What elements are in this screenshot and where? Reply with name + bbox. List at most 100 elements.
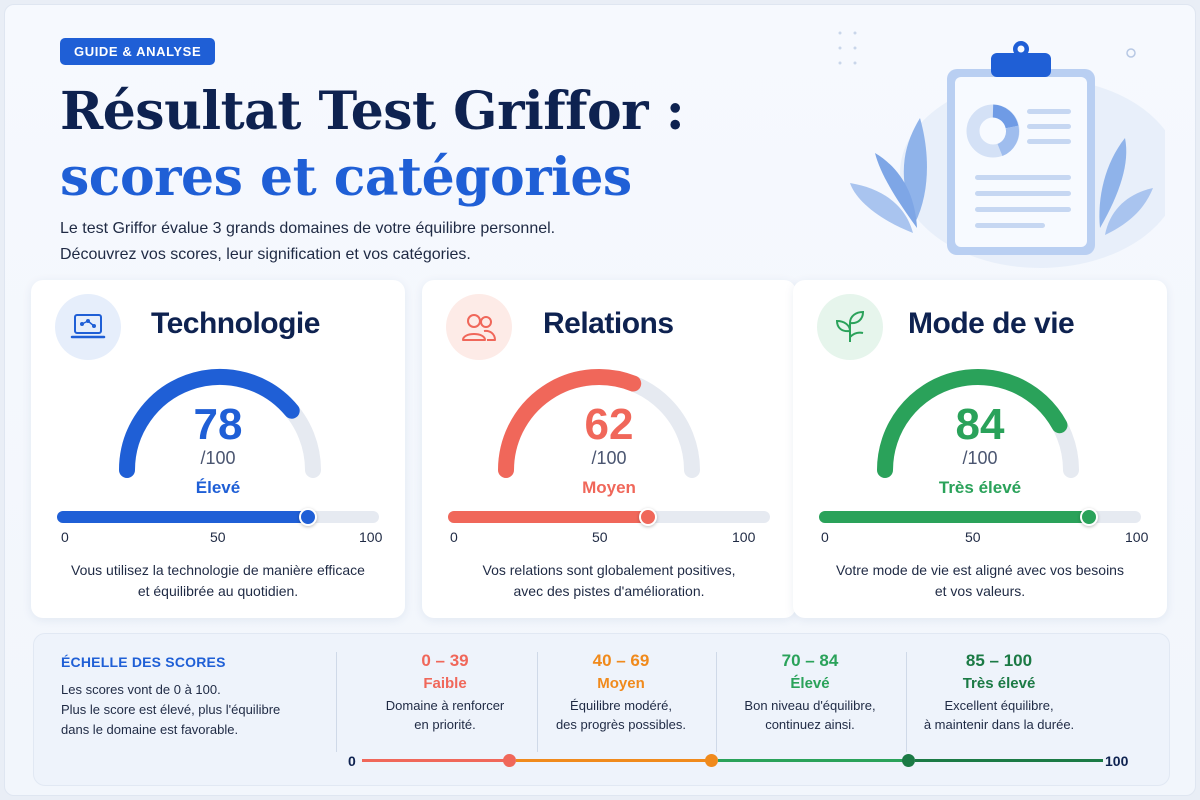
- scale-segment-moyen: [516, 759, 707, 762]
- tick-min: 0: [821, 529, 829, 545]
- range-description-line1: Domaine à renforcer: [385, 698, 505, 713]
- card-description-line1: Vos relations sont globalement positives…: [482, 562, 736, 578]
- scale-title: ÉCHELLE DES SCORES: [61, 654, 226, 670]
- tick-mid: 50: [210, 529, 226, 545]
- card-description: Vos relations sont globalement positives…: [422, 560, 796, 602]
- card-description-line1: Votre mode de vie est aligné avec vos be…: [836, 562, 1124, 578]
- score-category: Élevé: [195, 478, 241, 497]
- category-badge: GUIDE & ANALYSE: [60, 38, 216, 65]
- leaf-icon: [835, 310, 865, 342]
- laptop-network-icon: [70, 314, 106, 339]
- score-value: 62: [584, 400, 634, 449]
- card-icon-wrap: [817, 294, 883, 360]
- card-relations: Relations 62 /100 Moyen 0 50 100 Vos rel…: [422, 280, 796, 618]
- page-subtitle: Le test Griffor évalue 3 grands domaines…: [60, 216, 555, 268]
- score-category: Très élevé: [938, 478, 1022, 497]
- divider: [906, 652, 907, 752]
- subtitle-line1: Le test Griffor évalue 3 grands domaines…: [60, 220, 556, 237]
- card-description-line2: et vos valeurs.: [934, 583, 1026, 599]
- score-value: 78: [193, 400, 243, 449]
- scale-description-line3: dans le domaine est favorable.: [61, 722, 239, 737]
- card-description-line2: avec des pistes d'amélioration.: [513, 583, 705, 599]
- range-values: 40 – 69: [592, 651, 650, 670]
- dots-decoration: [838, 31, 857, 65]
- tick-min: 0: [450, 529, 458, 545]
- scale-marker: [503, 754, 516, 767]
- score-value: 84: [955, 400, 1005, 449]
- range-description-line2: continuez ainsi.: [765, 717, 855, 732]
- score-bar: [57, 508, 379, 526]
- scale-marker: [705, 754, 718, 767]
- card-mode-de-vie: Mode de vie 84 /100 Très élevé 0 50 100 …: [793, 280, 1167, 618]
- scale-range-moyen: 40 – 69 Moyen Équilibre modéré, des prog…: [526, 651, 716, 734]
- score-scale-panel: ÉCHELLE DES SCORES Les scores vont de 0 …: [33, 633, 1170, 786]
- score-gauge: [877, 369, 1079, 478]
- card-icon-wrap: [55, 294, 121, 360]
- score-max: /100: [200, 448, 236, 468]
- divider: [537, 652, 538, 752]
- divider: [716, 652, 717, 752]
- score-bar-knob: [1080, 508, 1099, 526]
- tick-mid: 50: [965, 529, 981, 545]
- page-title-line2: scores et catégories: [60, 147, 632, 208]
- range-label: Faible: [423, 675, 467, 692]
- score-bar-fill: [819, 511, 1090, 523]
- scale-description-line1: Les scores vont de 0 à 100.: [61, 682, 221, 697]
- tick-max: 100: [732, 529, 756, 545]
- infographic-page: GUIDE & ANALYSE Résultat Test Griffor : …: [4, 4, 1196, 796]
- scale-segment-eleve: [718, 759, 903, 762]
- range-description: Bon niveau d'équilibre, continuez ainsi.: [715, 696, 905, 734]
- score-bar: [819, 508, 1141, 526]
- range-description-line2: à maintenir dans la durée.: [923, 717, 1075, 732]
- card-description-line2: et équilibrée au quotidien.: [137, 583, 299, 599]
- range-label: Très élevé: [962, 675, 1036, 692]
- score-bar-knob: [299, 508, 318, 526]
- range-values: 85 – 100: [965, 651, 1033, 670]
- range-description: Équilibre modéré, des progrès possibles.: [526, 696, 716, 734]
- card-title: Relations: [543, 307, 674, 340]
- score-bar-fill: [448, 511, 648, 523]
- range-values: 70 – 84: [781, 651, 839, 670]
- range-description: Excellent équilibre, à maintenir dans la…: [904, 696, 1094, 734]
- card-title: Technologie: [151, 307, 320, 340]
- card-description-line1: Vous utilisez la technologie de manière …: [71, 562, 365, 578]
- range-values: 0 – 39: [421, 651, 469, 670]
- scale-start-label: 0: [348, 753, 356, 769]
- people-icon: [462, 314, 496, 341]
- scale-range-tres-eleve: 85 – 100 Très élevé Excellent équilibre,…: [904, 651, 1094, 734]
- score-max: /100: [591, 448, 627, 468]
- score-category: Moyen: [582, 478, 636, 497]
- scale-description: Les scores vont de 0 à 100. Plus le scor…: [61, 680, 321, 740]
- card-title: Mode de vie: [908, 307, 1075, 340]
- range-description-line1: Équilibre modéré,: [570, 698, 672, 713]
- score-gauge: [498, 369, 700, 478]
- range-description-line1: Excellent équilibre,: [944, 698, 1054, 713]
- scale-end-label: 100: [1105, 753, 1129, 769]
- tick-min: 0: [61, 529, 69, 545]
- score-bar: [448, 508, 770, 526]
- range-label: Moyen: [597, 675, 645, 692]
- card-technologie: Technologie 78 /100 Élevé 0 50 100 Vous …: [31, 280, 405, 618]
- range-description: Domaine à renforcer en priorité.: [350, 696, 540, 734]
- score-bar-knob: [638, 508, 657, 526]
- scale-marker: [902, 754, 915, 767]
- scale-range-faible: 0 – 39 Faible Domaine à renforcer en pri…: [350, 651, 540, 734]
- range-description-line2: des progrès possibles.: [555, 717, 687, 732]
- score-max: /100: [962, 448, 998, 468]
- page-title-line1: Résultat Test Griffor :: [60, 81, 685, 142]
- tick-max: 100: [1125, 529, 1149, 545]
- score-bar-fill: [57, 511, 309, 523]
- range-label: Élevé: [790, 675, 830, 692]
- scale-range-eleve: 70 – 84 Élevé Bon niveau d'équilibre, co…: [715, 651, 905, 734]
- clipboard-illustration: [838, 31, 1165, 268]
- divider: [336, 652, 337, 752]
- range-description-line1: Bon niveau d'équilibre,: [744, 698, 876, 713]
- score-gauge: [119, 368, 321, 478]
- scale-segment-faible: [362, 759, 509, 762]
- card-description: Vous utilisez la technologie de manière …: [31, 560, 405, 602]
- scale-segment-tres-eleve: [915, 759, 1103, 762]
- range-description-line2: en priorité.: [414, 717, 476, 732]
- tick-mid: 50: [592, 529, 608, 545]
- card-description: Votre mode de vie est aligné avec vos be…: [793, 560, 1167, 602]
- card-icon-wrap: [446, 294, 512, 360]
